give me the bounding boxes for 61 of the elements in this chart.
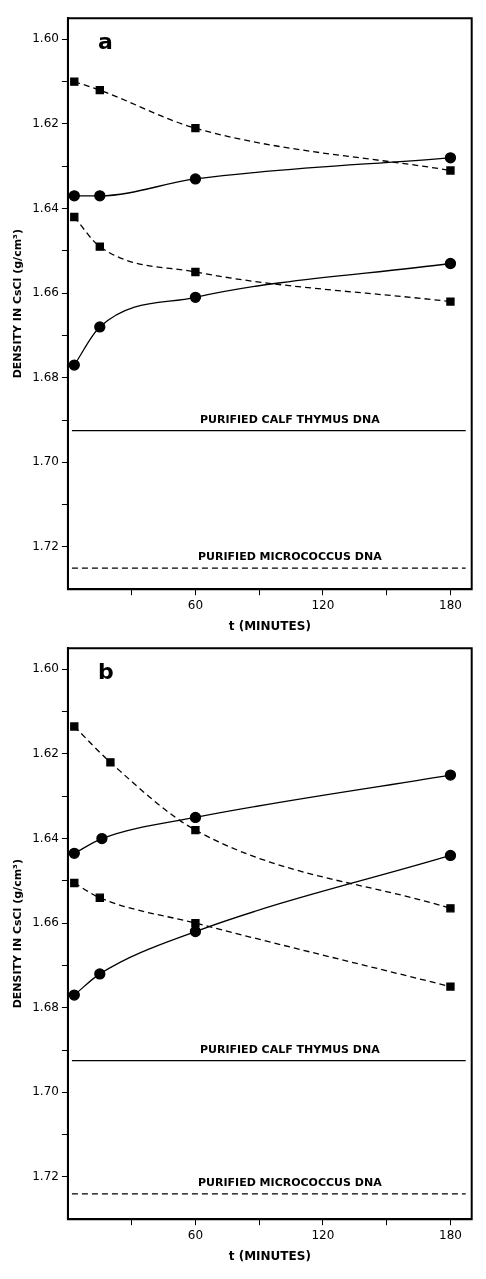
- x-axis-title: t (MINUTES): [228, 618, 311, 633]
- y-tick-label: 1.70: [32, 1084, 59, 1099]
- x-tick-label: 180: [439, 597, 462, 612]
- y-axis-title: DENSITY IN CsCl (g/cm³): [11, 859, 25, 1009]
- point: [70, 722, 79, 731]
- point: [191, 267, 200, 277]
- y-tick-label: 1.68: [32, 369, 59, 384]
- point: [70, 77, 79, 86]
- point: [191, 918, 200, 928]
- point: [446, 297, 455, 306]
- x-tick-label: 120: [311, 1227, 335, 1242]
- y-tick-label: 1.68: [32, 999, 59, 1014]
- x-tick-label: 60: [187, 1227, 204, 1242]
- y-tick-label: 1.64: [32, 830, 59, 845]
- point: [68, 847, 80, 859]
- ref-line-label: PURIFIED MICROCOCCUS DNA: [197, 550, 383, 564]
- text: a: [97, 28, 113, 54]
- x-axis-title: t (MINUTES): [228, 1248, 311, 1263]
- point: [444, 769, 457, 781]
- y-axis-title: DENSITY IN CsCl (g/cm³): [11, 229, 25, 379]
- point: [189, 811, 202, 824]
- point: [189, 173, 202, 185]
- point: [95, 893, 104, 902]
- point: [70, 212, 79, 222]
- y-tick-label: 1.64: [32, 200, 59, 215]
- point: [444, 257, 457, 270]
- y-tick-label: 1.62: [32, 116, 59, 131]
- y-tick-label: 1.72: [32, 539, 59, 554]
- y-tick-label: 1.62: [32, 746, 59, 761]
- text: b: [97, 658, 114, 684]
- y-tick-label: 1.60: [32, 661, 59, 676]
- point: [94, 321, 106, 333]
- point: [444, 849, 457, 862]
- point: [96, 832, 108, 845]
- ref-line-label: PURIFIED CALF THYMUS DNA: [199, 1042, 381, 1056]
- point: [446, 982, 455, 991]
- point: [189, 291, 202, 304]
- y-tick-label: 1.66: [32, 285, 59, 300]
- point: [68, 989, 80, 1001]
- point: [94, 190, 106, 202]
- ref-line-label: PURIFIED MICROCOCCUS DNA: [197, 1176, 383, 1190]
- point: [106, 758, 115, 767]
- x-tick-label: 120: [311, 597, 335, 612]
- x-tick-label: 180: [439, 1227, 462, 1242]
- point: [446, 166, 455, 175]
- y-tick-label: 1.60: [32, 31, 59, 46]
- point: [191, 825, 200, 835]
- point: [446, 904, 455, 913]
- x-tick-label: 60: [187, 597, 204, 612]
- point: [68, 190, 80, 202]
- point: [191, 123, 200, 133]
- point: [70, 878, 79, 888]
- y-tick-label: 1.70: [32, 454, 59, 469]
- point: [95, 242, 104, 251]
- point: [68, 359, 80, 371]
- ref-line-label: PURIFIED CALF THYMUS DNA: [199, 412, 381, 426]
- point: [94, 968, 106, 980]
- point: [95, 85, 104, 95]
- point: [444, 152, 457, 164]
- y-tick-label: 1.66: [32, 915, 59, 930]
- y-tick-label: 1.72: [32, 1169, 59, 1184]
